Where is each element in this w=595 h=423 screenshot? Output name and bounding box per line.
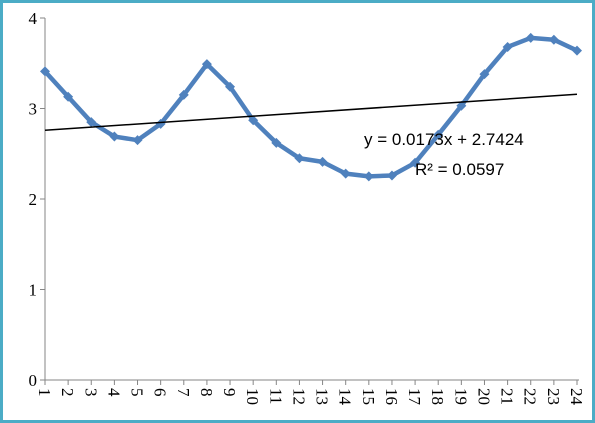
marker: [155, 118, 166, 129]
marker: [178, 89, 189, 100]
x-tick-label: 2: [58, 388, 77, 397]
marker: [63, 91, 74, 102]
marker: [433, 129, 444, 140]
x-tick-label: 11: [266, 388, 285, 404]
marker: [271, 137, 282, 148]
y-tick-label: 1: [29, 281, 38, 300]
x-tick-label: 1: [35, 388, 54, 397]
x-tick-label: 21: [498, 388, 517, 405]
x-tick-label: 3: [81, 388, 100, 397]
marker: [386, 170, 397, 181]
x-tick-label: 17: [405, 388, 424, 406]
marker: [548, 34, 559, 45]
x-tick-label: 22: [521, 388, 540, 405]
x-tick-label: 16: [382, 388, 401, 405]
y-tick-label: 3: [29, 100, 38, 119]
marker: [317, 156, 328, 167]
x-tick-label: 12: [289, 388, 308, 405]
x-tick-label: 13: [313, 388, 332, 405]
marker: [109, 131, 120, 142]
x-tick-label: 5: [128, 388, 147, 397]
marker: [456, 100, 467, 111]
x-tick-label: 15: [359, 388, 378, 405]
marker: [225, 81, 236, 92]
x-tick-label: 6: [151, 388, 170, 397]
x-tick-label: 23: [544, 388, 563, 405]
x-tick-label: 7: [174, 388, 193, 397]
r-squared: R² = 0.0597: [415, 160, 504, 179]
marker: [479, 69, 490, 80]
y-tick-label: 0: [29, 371, 38, 390]
y-tick-label: 4: [29, 9, 38, 28]
marker: [201, 59, 212, 70]
x-tick-label: 8: [197, 388, 216, 397]
marker: [86, 117, 97, 128]
x-tick-label: 19: [451, 388, 470, 405]
trendline: [44, 93, 578, 131]
marker: [132, 135, 143, 146]
marker: [248, 115, 259, 126]
marker: [294, 153, 305, 164]
marker: [410, 157, 421, 168]
x-tick-label: 10: [243, 388, 262, 405]
x-tick-label: 24: [567, 388, 586, 406]
x-tick-label: 14: [336, 388, 355, 406]
marker: [525, 32, 536, 43]
x-tick-label: 18: [428, 388, 447, 405]
equation: y = 0.0173x + 2.7424: [364, 130, 524, 149]
marker: [340, 168, 351, 179]
y-tick-label: 2: [29, 190, 38, 209]
x-tick-label: 9: [220, 388, 239, 397]
marker: [572, 45, 582, 56]
marker: [502, 41, 513, 52]
marker: [40, 66, 50, 77]
x-tick-label: 20: [474, 388, 493, 405]
marker: [363, 171, 374, 182]
x-tick-label: 4: [104, 388, 123, 397]
